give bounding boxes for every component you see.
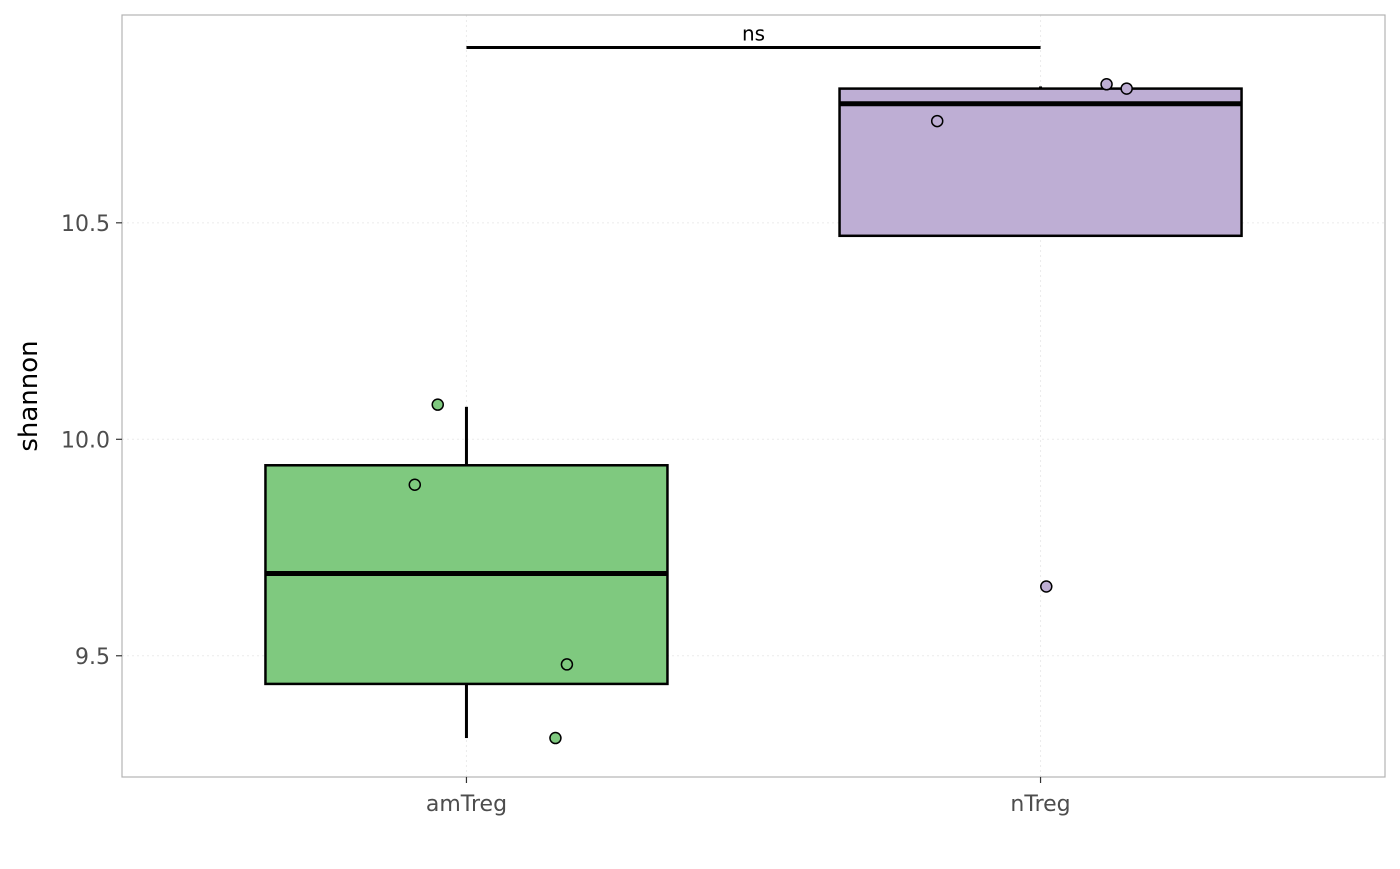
data-point bbox=[431, 398, 444, 411]
y-tick-label: 9.5 bbox=[75, 645, 110, 670]
data-point bbox=[549, 731, 562, 745]
significance-label: ns bbox=[742, 21, 765, 45]
x-tick-label: nTreg bbox=[1010, 792, 1070, 817]
box-body bbox=[838, 87, 1243, 238]
data-point bbox=[408, 478, 422, 492]
box-nTreg bbox=[838, 78, 1243, 593]
y-axis-title: shannon bbox=[14, 340, 44, 451]
significance-annotation: ns bbox=[466, 21, 1041, 49]
data-point bbox=[1040, 580, 1053, 593]
y-tick-label: 10.5 bbox=[61, 212, 110, 237]
box-amTreg bbox=[264, 398, 669, 745]
x-tick-label: amTreg bbox=[426, 792, 507, 817]
plot-panel-border bbox=[121, 14, 1386, 778]
y-tick-label: 10.0 bbox=[61, 428, 110, 453]
data-point bbox=[1120, 82, 1133, 95]
data-point bbox=[560, 658, 574, 671]
x-axis: amTreg nTreg bbox=[426, 777, 1071, 817]
data-point bbox=[1100, 78, 1113, 91]
y-axis: 9.5 10.0 10.5 bbox=[61, 212, 122, 670]
data-point bbox=[930, 114, 944, 128]
